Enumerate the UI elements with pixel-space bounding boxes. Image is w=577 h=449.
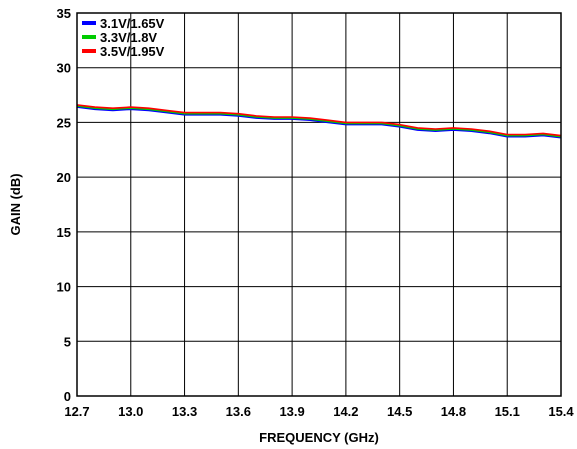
- x-tick-labels: 12.7 13.0 13.3 13.6 13.9 14.2 14.5 14.8 15.1 15.4: [64, 404, 574, 419]
- series-line: [76, 105, 562, 138]
- y-tick-label: 25: [57, 115, 71, 130]
- y-tick-label: 20: [57, 170, 71, 185]
- series-lines: [76, 104, 562, 139]
- y-tick-label: 10: [57, 280, 71, 295]
- legend-label: 3.3V/1.8V: [100, 30, 157, 45]
- x-tick-label: 14.5: [387, 404, 412, 419]
- x-axis-title: FREQUENCY (GHz): [259, 430, 379, 445]
- x-tick-label: 13.6: [226, 404, 251, 419]
- y-tick-label: 30: [57, 61, 71, 76]
- series-line: [76, 104, 562, 137]
- x-tick-label: 13.3: [172, 404, 197, 419]
- x-tick-label: 12.7: [64, 404, 89, 419]
- y-tick-label: 5: [64, 334, 71, 349]
- x-tick-label: 14.8: [441, 404, 466, 419]
- legend-label: 3.1V/1.65V: [100, 16, 165, 31]
- y-tick-labels: 0 5 10 15 20 25 30 35: [57, 6, 71, 404]
- y-tick-label: 15: [57, 225, 71, 240]
- plot-frame: [76, 12, 562, 397]
- x-tick-label: 13.9: [279, 404, 304, 419]
- x-tick-label: 13.0: [118, 404, 143, 419]
- y-tick-label: 0: [64, 389, 71, 404]
- y-axis-title: GAIN (dB): [8, 173, 23, 235]
- x-tick-label: 14.2: [333, 404, 358, 419]
- x-tick-label: 15.4: [548, 404, 574, 419]
- series-line: [76, 106, 562, 139]
- y-tick-label: 35: [57, 6, 71, 21]
- x-tick-label: 15.1: [495, 404, 520, 419]
- legend-label: 3.5V/1.95V: [100, 44, 165, 59]
